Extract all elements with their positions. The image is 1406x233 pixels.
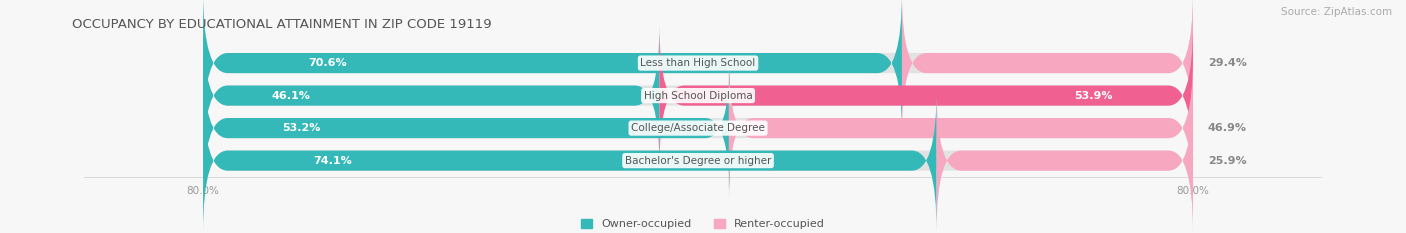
Text: 74.1%: 74.1%	[314, 156, 352, 166]
Text: 29.4%: 29.4%	[1208, 58, 1247, 68]
Text: Bachelor's Degree or higher: Bachelor's Degree or higher	[624, 156, 772, 166]
FancyBboxPatch shape	[728, 57, 1192, 199]
Legend: Owner-occupied, Renter-occupied: Owner-occupied, Renter-occupied	[581, 219, 825, 229]
Text: High School Diploma: High School Diploma	[644, 91, 752, 101]
FancyBboxPatch shape	[202, 24, 659, 167]
Text: College/Associate Degree: College/Associate Degree	[631, 123, 765, 133]
Text: Less than High School: Less than High School	[640, 58, 755, 68]
Text: 70.6%: 70.6%	[308, 58, 347, 68]
Text: 25.9%: 25.9%	[1208, 156, 1247, 166]
Text: 53.2%: 53.2%	[283, 123, 321, 133]
FancyBboxPatch shape	[202, 0, 1192, 134]
FancyBboxPatch shape	[903, 0, 1192, 134]
FancyBboxPatch shape	[202, 89, 936, 232]
Text: Source: ZipAtlas.com: Source: ZipAtlas.com	[1281, 7, 1392, 17]
FancyBboxPatch shape	[202, 57, 1192, 199]
Text: OCCUPANCY BY EDUCATIONAL ATTAINMENT IN ZIP CODE 19119: OCCUPANCY BY EDUCATIONAL ATTAINMENT IN Z…	[72, 18, 492, 31]
Text: 46.1%: 46.1%	[271, 91, 311, 101]
FancyBboxPatch shape	[202, 89, 1192, 232]
Text: 46.9%: 46.9%	[1208, 123, 1247, 133]
FancyBboxPatch shape	[202, 24, 1192, 167]
FancyBboxPatch shape	[659, 24, 1192, 167]
Text: 53.9%: 53.9%	[1074, 91, 1114, 101]
FancyBboxPatch shape	[202, 0, 903, 134]
FancyBboxPatch shape	[202, 57, 730, 199]
FancyBboxPatch shape	[936, 89, 1192, 232]
